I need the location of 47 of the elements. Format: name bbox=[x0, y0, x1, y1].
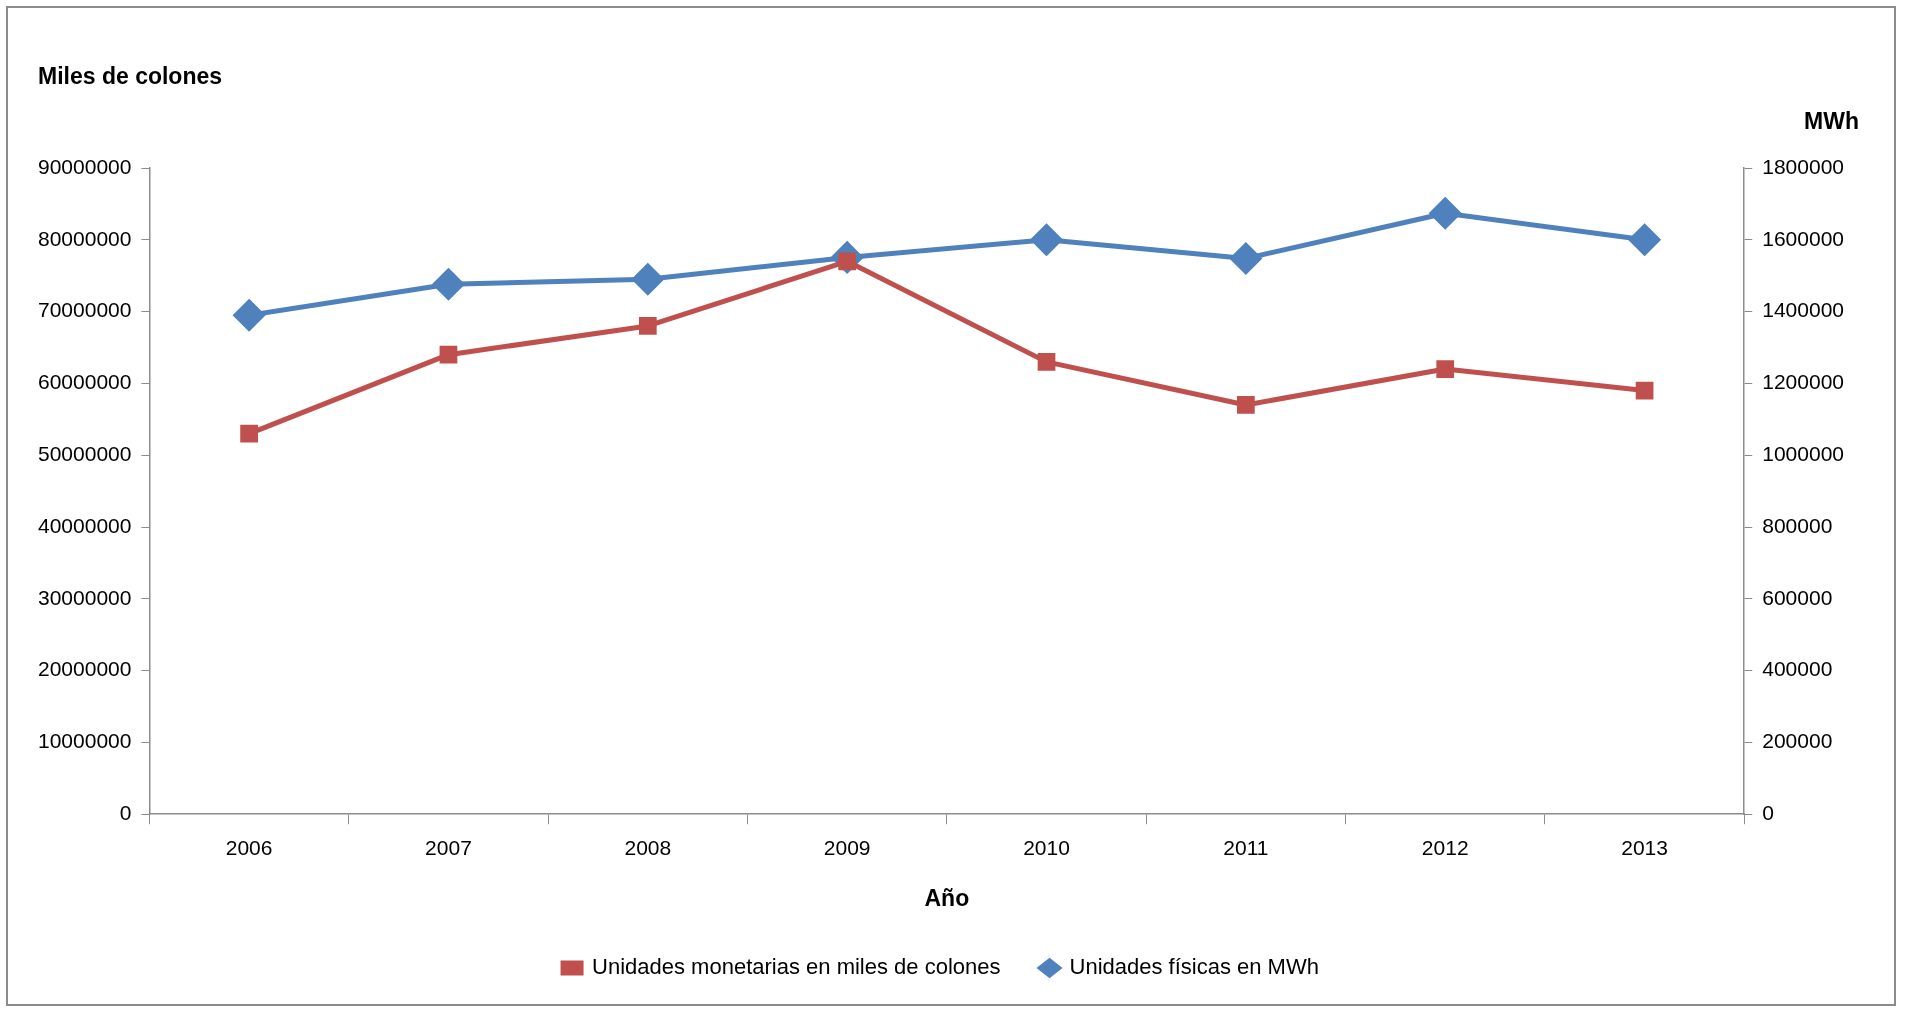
y-axis-title: Miles de colones bbox=[38, 63, 223, 90]
point bbox=[632, 263, 664, 295]
y-tick-label: 20000000 bbox=[38, 657, 132, 681]
point bbox=[1037, 353, 1056, 371]
x-tick-label: 2006 bbox=[225, 835, 273, 859]
y-tick-label: 70000000 bbox=[38, 298, 132, 322]
point bbox=[1629, 224, 1661, 256]
x-axis-title: Año bbox=[924, 884, 970, 911]
point bbox=[1635, 381, 1654, 400]
point bbox=[1436, 360, 1455, 378]
y2-tick-label: 800000 bbox=[1762, 513, 1833, 537]
y-tick-label: 30000000 bbox=[38, 585, 132, 609]
legend-label: Unidades físicas en MWh bbox=[1069, 954, 1319, 980]
y2-tick-label: 200000 bbox=[1762, 729, 1833, 753]
legend-label: Unidades monetarias en miles de colones bbox=[592, 954, 1001, 980]
y-tick-label: 40000000 bbox=[38, 513, 132, 537]
y2-tick-label: 1800000 bbox=[1762, 154, 1845, 178]
y2-tick-label: 0 bbox=[1762, 801, 1774, 824]
y2-tick-label: 1600000 bbox=[1762, 226, 1845, 250]
x-tick-label: 2012 bbox=[1421, 835, 1469, 859]
point bbox=[1237, 396, 1255, 414]
y-tick-label: 0 bbox=[119, 801, 132, 824]
x-tick-label: 2008 bbox=[624, 835, 672, 859]
y2-tick-label: 1400000 bbox=[1762, 298, 1845, 322]
point bbox=[1031, 224, 1063, 256]
y-tick-label: 50000000 bbox=[38, 442, 132, 465]
y2-tick-label: 600000 bbox=[1762, 585, 1833, 609]
point bbox=[1429, 197, 1461, 229]
x-tick-label: 2013 bbox=[1621, 835, 1668, 859]
x-tick-label: 2011 bbox=[1223, 835, 1269, 859]
point bbox=[439, 345, 458, 364]
y-tick-label: 60000000 bbox=[38, 370, 132, 394]
y2-tick-label: 400000 bbox=[1762, 657, 1833, 681]
point bbox=[240, 424, 258, 443]
point bbox=[638, 317, 657, 335]
x-tick-label: 2010 bbox=[1023, 835, 1070, 859]
y2-tick-label: 1200000 bbox=[1762, 370, 1845, 394]
y-tick-label: 80000000 bbox=[38, 226, 132, 250]
point bbox=[432, 268, 464, 300]
y2-axis-title: MWh bbox=[1804, 108, 1859, 135]
x-tick-label: 2007 bbox=[425, 835, 472, 859]
y-tick-label: 90000000 bbox=[38, 154, 132, 178]
point bbox=[1230, 242, 1262, 274]
y-tick-label: 10000000 bbox=[38, 729, 132, 753]
x-tick-label: 2009 bbox=[823, 835, 871, 859]
point bbox=[233, 299, 265, 331]
y2-tick-label: 1000000 bbox=[1762, 442, 1845, 465]
